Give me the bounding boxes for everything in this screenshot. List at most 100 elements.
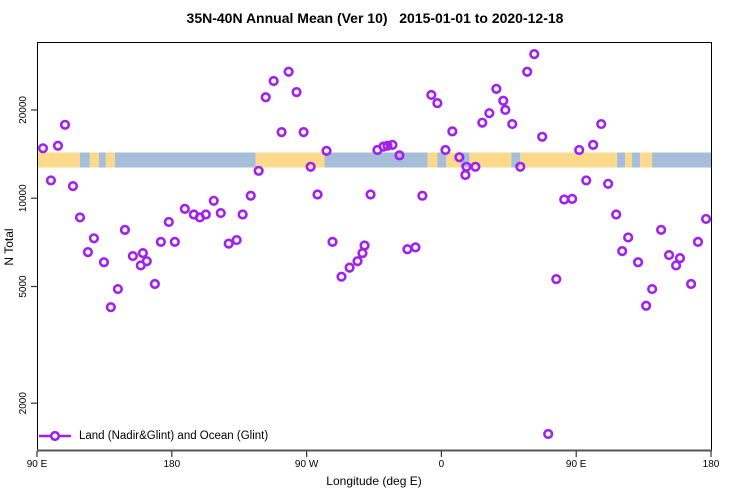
data-point — [253, 165, 264, 176]
y-axis-label: N Total — [2, 228, 16, 266]
data-point — [477, 117, 488, 128]
map-band-ocean — [511, 152, 521, 168]
data-point — [537, 131, 548, 142]
data-point — [641, 300, 652, 311]
data-point — [402, 244, 413, 255]
data-point — [141, 256, 152, 267]
data-point — [685, 278, 697, 290]
data-point — [357, 247, 368, 259]
data-point — [674, 252, 686, 264]
data-point — [74, 212, 86, 223]
data-point — [67, 180, 79, 192]
data-point — [352, 256, 363, 267]
legend-marker-icon — [39, 430, 71, 442]
data-point — [37, 143, 49, 154]
data-point — [260, 92, 271, 103]
x-tick-label: 180 — [163, 459, 180, 470]
data-point — [632, 257, 644, 268]
x-tick-label: 90 W — [295, 459, 319, 470]
data-point — [663, 249, 675, 261]
data-point — [470, 161, 481, 172]
data-point — [671, 260, 682, 271]
data-point — [283, 66, 294, 77]
map-band-ocean — [79, 152, 90, 168]
map-band-land — [105, 152, 115, 168]
data-point — [223, 238, 234, 249]
y-tick-label: 20000 — [18, 96, 29, 124]
data-point — [394, 150, 405, 161]
data-point — [149, 278, 160, 290]
data-point — [298, 127, 309, 138]
data-point — [647, 283, 658, 295]
map-band-ocean — [437, 152, 447, 168]
data-point — [137, 247, 148, 259]
data-point — [327, 236, 338, 247]
map-band-land — [640, 152, 653, 168]
map-band-land — [625, 152, 633, 168]
plot-box — [37, 42, 712, 451]
data-point — [82, 247, 94, 258]
data-point — [596, 118, 607, 130]
y-tick-label: 2000 — [18, 392, 29, 415]
data-point — [491, 83, 502, 94]
map-band-land — [427, 152, 438, 168]
data-point — [215, 207, 226, 219]
data-point — [291, 87, 302, 98]
x-tick-label: 90 E — [27, 459, 48, 470]
data-point — [617, 246, 628, 257]
data-point — [344, 262, 355, 273]
chart-title: 35N-40N Annual Mean (Ver 10) 2015-01-01 … — [186, 10, 564, 26]
x-tick-label: 0 — [439, 459, 445, 470]
data-point — [515, 161, 526, 172]
map-band-ocean — [324, 152, 428, 168]
legend-label: Land (Nadir&Glint) and Ocean (Glint) — [79, 430, 269, 442]
data-point — [169, 236, 180, 247]
data-point — [268, 75, 279, 87]
data-point — [112, 283, 123, 295]
data-point — [432, 98, 443, 109]
data-point — [623, 232, 634, 243]
data-point — [460, 169, 471, 181]
data-point — [417, 190, 428, 201]
data-point — [656, 224, 667, 235]
data-point — [163, 216, 174, 228]
data-point — [692, 236, 704, 247]
y-tick-label: 10000 — [18, 184, 29, 212]
data-point — [276, 127, 287, 138]
data-point — [440, 144, 451, 156]
data-point — [88, 233, 100, 244]
data-point — [231, 234, 242, 246]
data-point — [119, 224, 131, 235]
data-point — [98, 257, 110, 268]
data-point — [426, 89, 437, 101]
data-point — [179, 203, 190, 214]
data-point — [574, 144, 585, 156]
data-point — [336, 271, 347, 282]
legend: Land (Nadir&Glint) and Ocean (Glint) — [38, 428, 268, 444]
map-band-ocean — [632, 152, 641, 168]
data-point — [365, 189, 376, 200]
data-point — [410, 242, 421, 253]
data-point — [321, 145, 332, 157]
data-point — [105, 302, 116, 313]
data-point — [447, 126, 458, 137]
data-point — [588, 139, 599, 151]
data-point — [387, 139, 398, 151]
map-band-ocean — [652, 152, 711, 168]
map-band-ocean — [617, 152, 626, 168]
data-point — [551, 273, 562, 285]
data-point — [312, 189, 323, 200]
data-point — [305, 161, 316, 172]
data-point — [611, 209, 622, 220]
x-axis-label: Longitude (deg E) — [326, 474, 422, 488]
map-band-land — [89, 152, 99, 168]
map-band-land — [469, 152, 512, 168]
y-tick-label: 5000 — [18, 275, 29, 298]
data-point — [200, 209, 211, 220]
data-point — [529, 49, 540, 60]
x-tick-label: 180 — [703, 459, 720, 470]
data-point — [559, 194, 570, 205]
data-point — [603, 178, 614, 189]
data-point — [245, 190, 256, 201]
